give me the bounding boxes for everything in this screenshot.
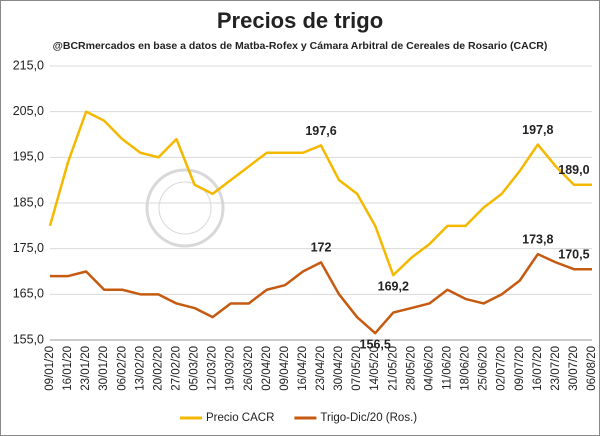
x-tick-label: 13/02/20 [134,346,146,391]
watermark [145,168,225,248]
x-tick-label: 18/06/20 [460,346,472,391]
x-tick-label: 07/05/20 [351,346,363,391]
data-label: 197,8 [522,123,553,137]
data-label: 189,0 [558,163,589,177]
x-tick-label: 30/07/20 [568,346,580,391]
x-tick-label: 27/02/20 [170,346,182,391]
y-tick-label: 155,0 [13,332,44,346]
x-tick-label: 09/07/20 [514,346,526,391]
y-tick-label: 185,0 [13,195,44,209]
x-tick-label: 30/01/20 [98,346,110,391]
data-label: 170,5 [558,248,589,262]
data-label: 156,5 [360,337,391,351]
x-tick-label: 02/04/20 [261,346,273,391]
x-tick-label: 16/01/20 [62,346,74,391]
y-tick-label: 195,0 [13,150,44,164]
chart-title: Precios de trigo [217,8,383,33]
x-tick-label: 05/03/20 [189,346,201,391]
x-tick-label: 25/06/20 [478,346,490,391]
data-label: 173,8 [522,232,553,246]
x-tick-label: 26/03/20 [243,346,255,391]
x-tick-label: 06/02/20 [116,346,128,391]
legend-label: Trigo-Dic/20 (Ros.) [320,412,417,424]
y-tick-label: 175,0 [13,241,44,255]
x-tick-label: 23/04/20 [315,346,327,391]
x-tick-label: 09/01/20 [44,346,56,391]
x-tick-label: 23/07/20 [550,346,562,391]
x-tick-label: 30/04/20 [333,346,345,391]
data-label: 197,6 [305,124,336,138]
x-tick-label: 06/08/20 [586,346,598,391]
x-tick-label: 14/05/20 [369,346,381,391]
x-tick-label: 19/03/20 [225,346,237,391]
series-line [50,252,592,335]
y-tick-label: 205,0 [13,104,44,118]
x-tick-label: 20/02/20 [152,346,164,391]
x-tick-label: 04/06/20 [423,346,435,391]
x-tick-label: 16/04/20 [297,346,309,391]
x-tick-label: 28/05/20 [405,346,417,391]
x-tick-label: 02/07/20 [496,346,508,391]
x-tick-label: 23/01/20 [80,346,92,391]
x-tick-label: 11/06/20 [441,346,453,390]
x-tick-label: 09/04/20 [279,346,291,391]
x-tick-label: 16/07/20 [532,346,544,391]
x-tick-label: 21/05/20 [387,346,399,391]
y-tick-label: 165,0 [13,287,44,301]
data-label: 172 [311,241,332,255]
chart-subtitle: @BCRmercados en base a datos de Matba-Ro… [53,40,548,52]
y-tick-label: 215,0 [13,58,44,72]
x-tick-label: 12/03/20 [207,346,219,391]
series-line [48,110,592,277]
data-label: 169,2 [378,279,409,293]
legend-label: Precio CACR [206,412,274,424]
